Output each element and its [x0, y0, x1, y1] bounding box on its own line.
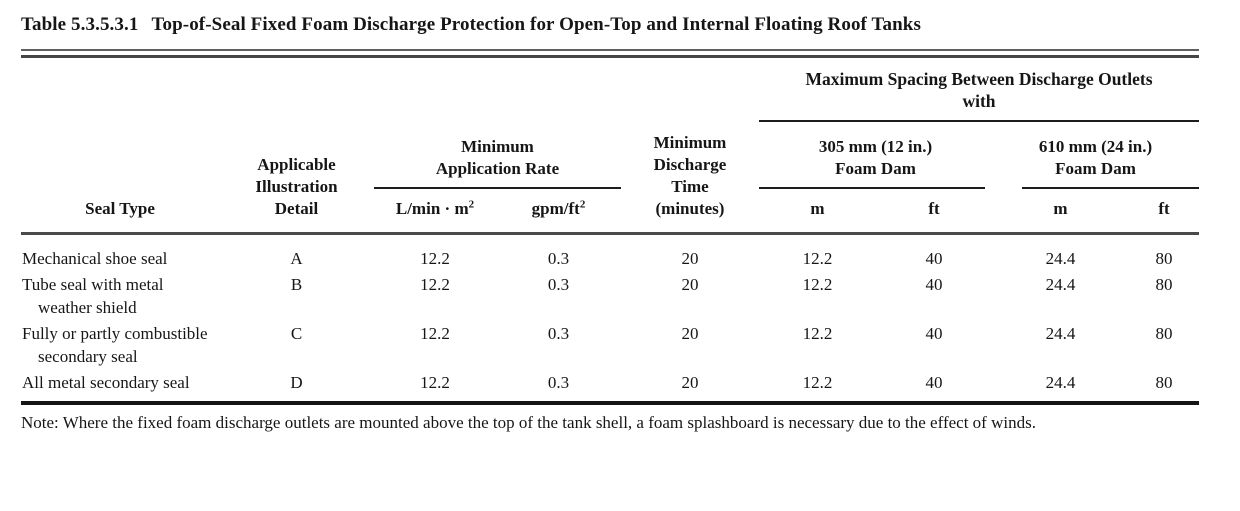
cell-rate-metric: 12.2 [374, 232, 496, 270]
cell-seal-type: All metal secondary seal [22, 373, 190, 392]
cell-m-610: 24.4 [1045, 373, 1076, 392]
cell-detail: D [290, 373, 303, 392]
unit-gpm-ft2-base: gpm/ft [531, 199, 580, 218]
cell-detail: B [290, 275, 303, 294]
table-note: Note: Where the fixed foam discharge out… [21, 413, 1036, 432]
unit-header-610-ft: ft [1158, 199, 1170, 218]
cell-ft-610: 80 [1155, 373, 1173, 392]
discharge-time-label: Minimum Discharge Time (minutes) [653, 133, 727, 218]
group-header-foam-dam-305: 305 mm (12 in.) Foam Dam [759, 122, 992, 189]
col-header-discharge-time: Minimum Discharge Time (minutes) [621, 122, 759, 234]
unit-header-lmin-m2: L/min · m2 [374, 189, 496, 234]
table-row-tube-seal: Tube seal with metal weather shield B 12… [21, 270, 1199, 319]
unit-header-row: L/min · m2 gpm/ft2 m ft m ft [21, 189, 1199, 234]
cell-m-305: 12.2 [802, 275, 833, 294]
table-title: Table 5.3.5.3.1 Top-of-Seal Fixed Foam Di… [21, 14, 1199, 36]
cell-rate-metric: 12.2 [420, 324, 450, 343]
cell-m-610: 24.4 [1045, 324, 1076, 343]
cell-ft-610: 80 [1155, 324, 1173, 343]
spanner-label: Maximum Spacing Between Discharge Outlet… [759, 68, 1199, 112]
unit-header-gpm-ft2: gpm/ft2 [496, 189, 621, 234]
cell-time: 20 [681, 275, 699, 294]
unit-lmin-m2-sup: 2 [468, 198, 475, 211]
spanner-underline [759, 120, 1199, 122]
unit-gpm-ft2-sup: 2 [579, 198, 586, 211]
cell-seal-type: Tube seal with metal weather shield [22, 275, 164, 317]
cell-time: 20 [681, 324, 699, 343]
spanner-line1: Maximum Spacing Between Discharge Outlet… [805, 69, 1153, 89]
application-rate-label: Minimum Application Rate [435, 137, 560, 178]
group-header-row: Seal Type Applicable Illustration Detail… [21, 122, 1199, 218]
foam-discharge-table: Maximum Spacing Between Discharge Outlet… [21, 58, 1199, 401]
spanner-line2: with [962, 91, 996, 111]
foam-dam-305-label: 305 mm (12 in.) Foam Dam [818, 137, 933, 178]
table-row-combustible-secondary-seal: Fully or partly combustible secondary se… [21, 319, 1199, 368]
unit-lmin-m2-base: L/min · m [395, 199, 469, 218]
foam-dam-305-underline [759, 187, 985, 189]
cell-m-305: 12.2 [759, 232, 876, 270]
top-double-rule [21, 49, 1199, 58]
cell-m-610: 24.4 [1045, 275, 1076, 294]
unit-header-305-m: m [810, 199, 825, 218]
cell-m-610: 24.4 [992, 232, 1129, 270]
cell-rate-metric: 12.2 [420, 275, 450, 294]
spanner-spacer [21, 58, 759, 122]
seal-type-label: Seal Type [85, 199, 155, 218]
cell-rate-us: 0.3 [547, 373, 570, 392]
foam-dam-610-underline [1022, 187, 1199, 189]
spanner-row: Maximum Spacing Between Discharge Outlet… [21, 58, 1199, 122]
table-row-all-metal-secondary-seal: All metal secondary seal D 12.2 0.3 20 1… [21, 368, 1199, 401]
table-number: Table 5.3.5.3.1 [21, 14, 139, 35]
cell-seal-type: Fully or partly combustible secondary se… [22, 324, 208, 366]
unit-header-610-m: m [1053, 199, 1068, 218]
illustration-detail-label: Applicable Illustration Detail [255, 155, 338, 218]
table-body: Mechanical shoe seal A 12.2 0.3 20 12.2 … [21, 232, 1199, 402]
spanner-max-spacing: Maximum Spacing Between Discharge Outlet… [759, 58, 1199, 122]
cell-rate-us: 0.3 [547, 275, 570, 294]
cell-rate-metric: 12.2 [420, 373, 450, 392]
cell-ft-610: 80 [1129, 232, 1199, 270]
cell-rate-us: 0.3 [496, 232, 621, 270]
table-row-mechanical-shoe-seal: Mechanical shoe seal A 12.2 0.3 20 12.2 … [21, 232, 1199, 270]
col-header-seal-type: Seal Type [21, 122, 219, 234]
cell-detail: C [290, 324, 303, 343]
application-rate-underline [374, 187, 621, 189]
unit-header-305-ft: ft [928, 199, 940, 218]
cell-seal-type: Mechanical shoe seal [21, 232, 219, 270]
cell-time: 20 [681, 373, 699, 392]
cell-ft-305: 40 [876, 232, 992, 270]
table-header: Maximum Spacing Between Discharge Outlet… [21, 58, 1199, 234]
cell-m-305: 12.2 [802, 373, 833, 392]
cell-ft-305: 40 [925, 275, 943, 294]
cell-ft-305: 40 [925, 324, 943, 343]
cell-detail: A [219, 232, 374, 270]
cell-ft-610: 80 [1155, 275, 1173, 294]
group-header-foam-dam-610: 610 mm (24 in.) Foam Dam [992, 122, 1199, 189]
cell-rate-us: 0.3 [547, 324, 570, 343]
col-header-illustration-detail: Applicable Illustration Detail [219, 122, 374, 234]
cell-m-305: 12.2 [802, 324, 833, 343]
cell-time: 20 [621, 232, 759, 270]
foam-dam-610-label: 610 mm (24 in.) Foam Dam [1038, 137, 1153, 178]
group-header-application-rate: Minimum Application Rate [374, 122, 621, 189]
bottom-rule [21, 401, 1199, 405]
cell-ft-305: 40 [925, 373, 943, 392]
table-caption: Top-of-Seal Fixed Foam Discharge Protect… [151, 14, 921, 35]
